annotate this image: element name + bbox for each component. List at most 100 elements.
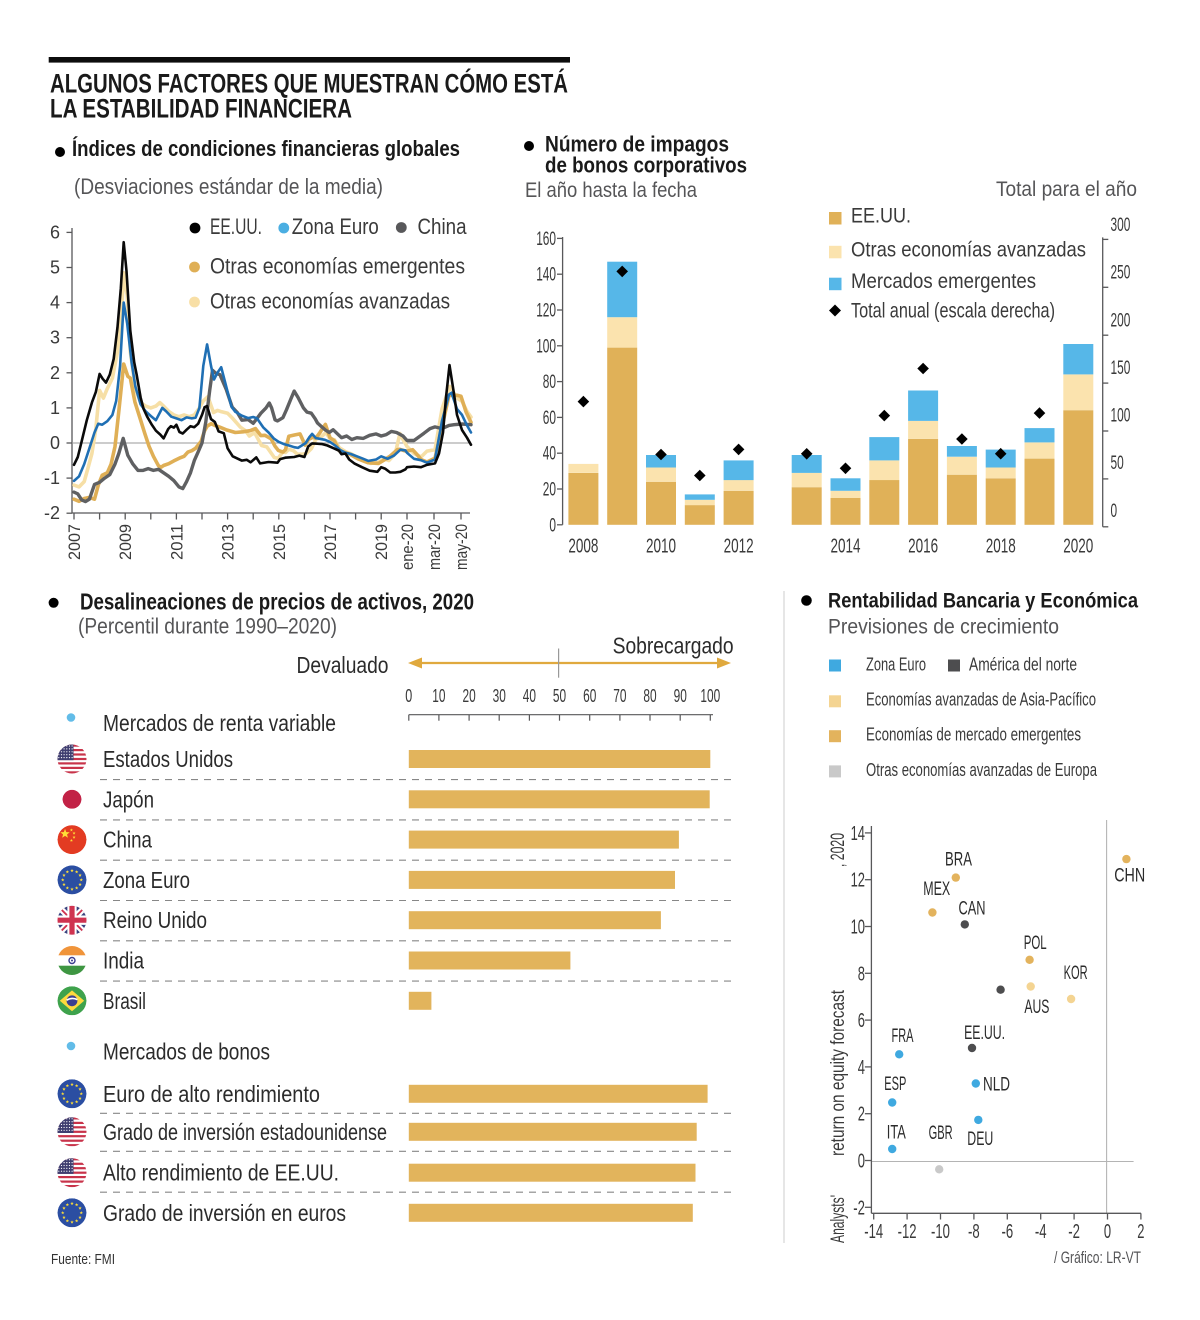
- svg-text:2: 2: [50, 363, 60, 383]
- svg-text:Brasil: Brasil: [103, 988, 146, 1014]
- svg-text:América del norte: América del norte: [969, 655, 1077, 675]
- svg-text:80: 80: [543, 372, 556, 393]
- svg-text:Previsiones de crecimiento: Previsiones de crecimiento: [828, 616, 1059, 639]
- svg-text:Zona Euro: Zona Euro: [866, 655, 926, 675]
- svg-text:Devaluado: Devaluado: [297, 652, 389, 678]
- svg-text:120: 120: [536, 301, 556, 322]
- svg-text:2015: 2015: [270, 524, 289, 560]
- svg-text:Otras economías emergentes: Otras economías emergentes: [210, 253, 465, 278]
- svg-text:Analysts': Analysts': [828, 1195, 849, 1243]
- svg-text:4: 4: [50, 293, 60, 313]
- svg-text:20: 20: [543, 480, 556, 501]
- svg-text:EE.UU.: EE.UU.: [210, 214, 262, 239]
- svg-text:100: 100: [1111, 406, 1131, 427]
- svg-text:Mercados emergentes: Mercados emergentes: [851, 270, 1036, 293]
- svg-text:CAN: CAN: [959, 898, 986, 919]
- svg-text:Grado de inversión en euros: Grado de inversión en euros: [103, 1200, 346, 1226]
- svg-text:2007: 2007: [65, 524, 84, 560]
- svg-text:Euro de alto rendimiento: Euro de alto rendimiento: [103, 1081, 320, 1107]
- svg-text:ITA: ITA: [887, 1122, 906, 1143]
- svg-text:-6: -6: [1001, 1221, 1013, 1243]
- svg-text:2017: 2017: [321, 524, 340, 560]
- svg-text:China: China: [103, 827, 152, 853]
- svg-text:-1: -1: [44, 468, 60, 488]
- svg-text:14: 14: [851, 823, 865, 845]
- svg-text:2010: 2010: [646, 536, 676, 558]
- svg-text:2018: 2018: [986, 536, 1016, 558]
- svg-text:return on equity forecast: return on equity forecast: [828, 989, 849, 1156]
- svg-text:10: 10: [851, 917, 865, 939]
- svg-text:12: 12: [851, 870, 865, 892]
- svg-text:Alto rendimiento de EE.UU.: Alto rendimiento de EE.UU.: [103, 1160, 339, 1186]
- svg-text:-10: -10: [931, 1221, 950, 1243]
- svg-text:0: 0: [1111, 501, 1118, 522]
- svg-text:70: 70: [613, 686, 626, 706]
- svg-text:Grado de inversión estadounide: Grado de inversión estadounidense: [103, 1119, 387, 1145]
- svg-text:40: 40: [543, 444, 556, 465]
- svg-text:200: 200: [1111, 310, 1131, 331]
- svg-text:-14: -14: [864, 1221, 883, 1243]
- svg-text:Economías de mercado emergente: Economías de mercado emergentes: [866, 725, 1081, 745]
- svg-text:LA ESTABILIDAD FINANCIERA: LA ESTABILIDAD FINANCIERA: [50, 94, 352, 124]
- svg-text:20: 20: [463, 686, 476, 706]
- svg-text:2011: 2011: [167, 524, 186, 560]
- svg-text:AUS: AUS: [1024, 997, 1049, 1018]
- svg-text:50: 50: [1111, 453, 1124, 474]
- svg-text:NLD: NLD: [983, 1075, 1010, 1096]
- svg-text:ene-20: ene-20: [398, 524, 417, 570]
- svg-text:2013: 2013: [219, 524, 238, 560]
- svg-text:FRA: FRA: [892, 1026, 914, 1047]
- svg-text:/ Gráfico: LR-VT: / Gráfico: LR-VT: [1054, 1248, 1141, 1267]
- svg-text:MEX: MEX: [923, 879, 950, 900]
- svg-text:ESP: ESP: [884, 1074, 906, 1095]
- svg-text:ALGUNOS FACTORES QUE MUESTRAN: ALGUNOS FACTORES QUE MUESTRAN CÓMO ESTÁ: [50, 68, 568, 99]
- svg-text:300: 300: [1111, 215, 1131, 236]
- svg-text:El año hasta la fecha: El año hasta la fecha: [525, 179, 697, 202]
- svg-text:Mercados de renta variable: Mercados de renta variable: [103, 710, 336, 736]
- svg-text:6: 6: [858, 1010, 865, 1032]
- svg-text:-12: -12: [898, 1221, 917, 1243]
- svg-text:Reino Unido: Reino Unido: [103, 907, 207, 933]
- svg-text:EE.UU.: EE.UU.: [964, 1023, 1005, 1044]
- svg-text:Zona Euro: Zona Euro: [103, 867, 190, 893]
- svg-text:50: 50: [553, 686, 566, 706]
- svg-text:KOR: KOR: [1064, 963, 1088, 984]
- svg-text:1: 1: [50, 398, 60, 418]
- svg-text:-2: -2: [1068, 1221, 1080, 1243]
- svg-text:0: 0: [50, 433, 60, 453]
- svg-text:DEU: DEU: [967, 1129, 993, 1150]
- svg-text:Otras economías avanzadas: Otras economías avanzadas: [851, 238, 1086, 261]
- svg-text:CHN: CHN: [1114, 866, 1145, 887]
- svg-text:2: 2: [1137, 1221, 1144, 1243]
- svg-text:40: 40: [523, 686, 536, 706]
- svg-text:8: 8: [858, 963, 865, 985]
- svg-text:60: 60: [543, 408, 556, 429]
- svg-text:Japón: Japón: [103, 786, 154, 812]
- svg-text:2020: 2020: [1063, 536, 1093, 558]
- svg-text:Sobrecargado: Sobrecargado: [613, 633, 734, 659]
- svg-text:160: 160: [536, 229, 556, 250]
- svg-text:(Desviaciones estándar de la m: (Desviaciones estándar de la media): [74, 174, 383, 199]
- svg-text:mar-20: mar-20: [425, 524, 444, 570]
- svg-text:, 2020: , 2020: [828, 833, 849, 867]
- svg-text:POL: POL: [1024, 933, 1047, 954]
- svg-text:India: India: [103, 948, 144, 974]
- svg-text:Número de impagos: Número de impagos: [545, 132, 729, 157]
- svg-text:5: 5: [50, 258, 60, 278]
- svg-text:may-20: may-20: [452, 524, 471, 570]
- svg-text:0: 0: [1104, 1221, 1111, 1243]
- svg-text:Fuente: FMI: Fuente: FMI: [51, 1251, 115, 1268]
- svg-text:2009: 2009: [116, 524, 135, 560]
- svg-text:Otras economías avanzadas: Otras economías avanzadas: [210, 288, 450, 313]
- svg-text:-8: -8: [968, 1221, 980, 1243]
- svg-text:4: 4: [858, 1057, 865, 1079]
- svg-text:de bonos corporativos: de bonos corporativos: [545, 153, 747, 178]
- svg-text:-2: -2: [44, 503, 60, 523]
- svg-text:0: 0: [858, 1151, 865, 1173]
- svg-text:2014: 2014: [831, 536, 861, 558]
- svg-text:100: 100: [536, 336, 556, 357]
- svg-text:Mercados de bonos: Mercados de bonos: [103, 1039, 270, 1065]
- svg-text:Otras economías avanzadas de E: Otras economías avanzadas de Europa: [866, 760, 1098, 780]
- svg-text:-2: -2: [853, 1197, 865, 1219]
- svg-text:Total anual (escala derecha): Total anual (escala derecha): [851, 300, 1055, 323]
